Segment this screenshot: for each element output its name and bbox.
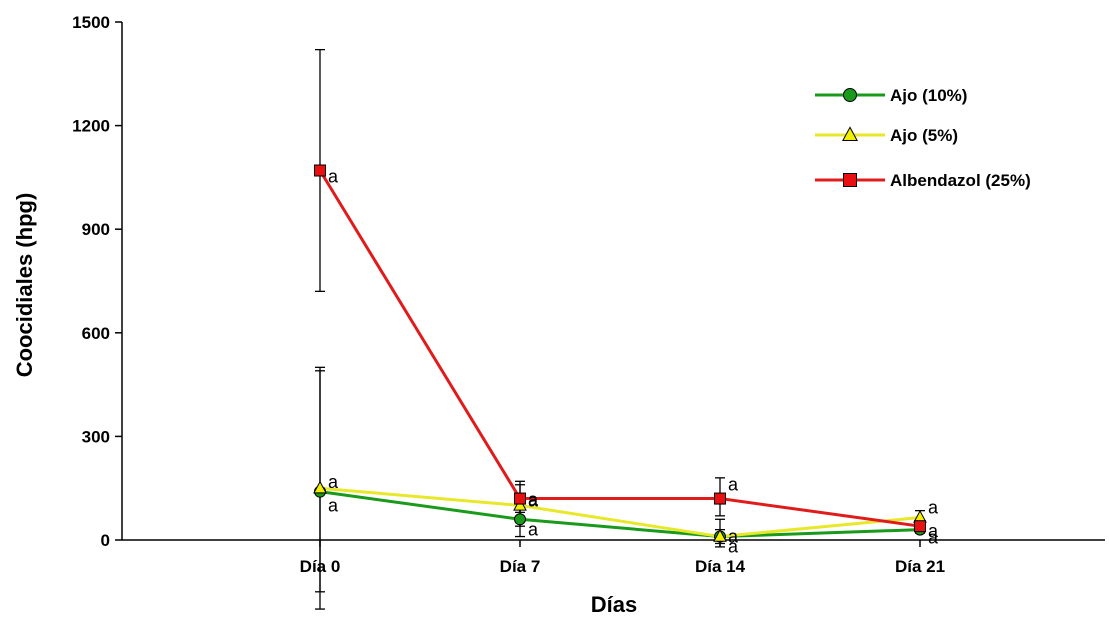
legend-label: Ajo (10%) (890, 86, 967, 105)
significance-letter: a (728, 475, 739, 495)
significance-letter: a (928, 528, 939, 548)
data-point (514, 492, 526, 505)
y-tick-label: 1200 (72, 117, 110, 136)
significance-letter: a (528, 491, 539, 511)
y-tick-label: 600 (82, 324, 110, 343)
x-tick-label: Día 14 (695, 557, 746, 576)
series-lines (318, 169, 921, 539)
data-point (314, 164, 326, 177)
legend-label: Albendazol (25%) (890, 171, 1031, 190)
data-point (514, 513, 526, 526)
y-tick-labels: 0 300 600 900 1200 1500 (72, 13, 110, 550)
significance-letter: a (928, 498, 939, 518)
legend-label: Ajo (5%) (890, 126, 958, 145)
x-axis-title: Días (591, 592, 637, 617)
legend-marker (843, 88, 857, 102)
series-line (318, 169, 921, 528)
data-point (714, 492, 726, 505)
y-axis-title: Coocidiales (hpg) (12, 193, 37, 378)
significance-letter: a (328, 472, 339, 492)
series-line (319, 490, 921, 539)
y-tick-label: 1500 (72, 13, 110, 32)
x-tick-label: Día 21 (895, 557, 945, 576)
data-point (914, 520, 926, 533)
legend-marker (843, 173, 857, 187)
y-tick-label: 300 (82, 427, 110, 446)
data-point (513, 497, 527, 511)
y-tick-label: 900 (82, 220, 110, 239)
series-line (319, 486, 921, 539)
data-point (313, 480, 327, 494)
y-tick-label: 0 (101, 531, 110, 550)
significance-letter: a (728, 527, 739, 547)
legend: Ajo (10%) Ajo (5%) Albendazol (25%) (815, 86, 1031, 190)
series-markers (313, 164, 927, 543)
x-tick-labels: Día 0 Día 7 Día 14 Día 21 (300, 557, 945, 576)
significance-letter: a (728, 537, 739, 557)
data-point (713, 529, 727, 542)
significance-letter: a (328, 166, 339, 186)
significance-letter: a (528, 519, 539, 539)
significance-letter: a (328, 496, 339, 516)
legend-marker (842, 126, 858, 142)
significance-letter: a (528, 489, 539, 509)
x-tick-label: Día 7 (500, 557, 541, 576)
significance-letter: a (928, 521, 939, 541)
